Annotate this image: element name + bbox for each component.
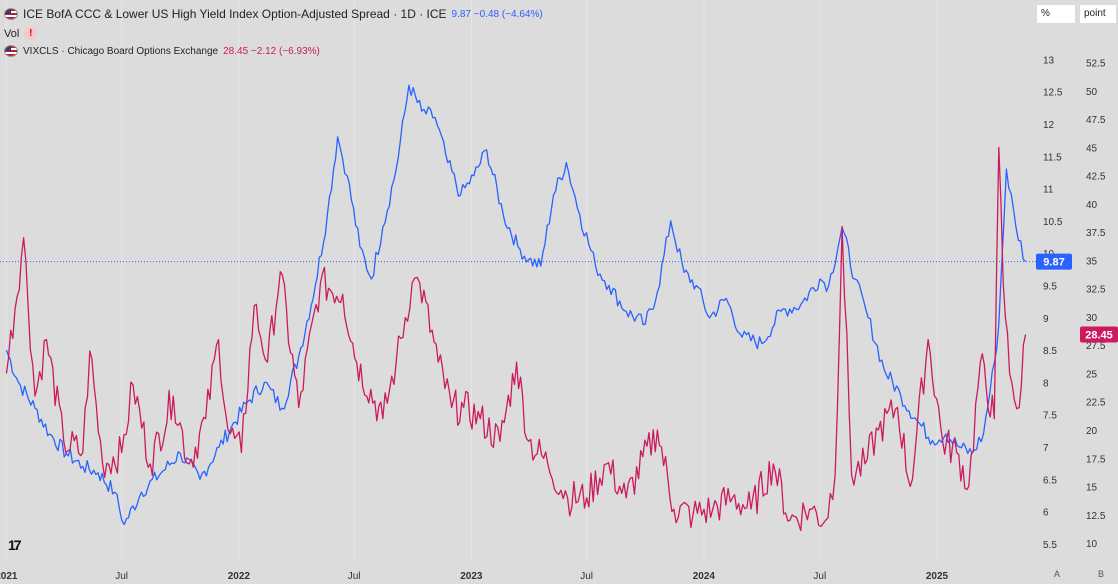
- x-tick-label: Jul: [813, 571, 826, 582]
- series-layer: [5, 84, 1027, 532]
- vix-series-line[interactable]: [5, 146, 1027, 532]
- right-axis-tick: 10: [1086, 539, 1098, 550]
- right-axis-tick: 32.5: [1086, 285, 1106, 296]
- left-axis-tick: 7: [1043, 443, 1049, 454]
- right-axis-tick: 12.5: [1086, 511, 1106, 522]
- left-axis-tick: 9.5: [1043, 281, 1057, 292]
- right-axis-tick: 15: [1086, 483, 1098, 494]
- left-axis-tick: 11: [1043, 185, 1054, 196]
- left-axis-tick: 5.5: [1043, 540, 1057, 551]
- series-1-quote: 9.87 −0.48 (−4.64%): [451, 8, 543, 20]
- volume-label: Vol: [4, 27, 20, 40]
- series-2-quote: 28.45 −2.12 (−6.93%): [223, 45, 320, 57]
- tradingview-logo[interactable]: 17: [8, 537, 22, 553]
- warning-icon[interactable]: !: [24, 27, 38, 40]
- right-scale-unit: point: [1084, 8, 1106, 19]
- right-axis-tick: 37.5: [1086, 228, 1106, 239]
- left-axis-tick: 6: [1043, 508, 1049, 519]
- x-tick-label: 2021: [0, 571, 18, 582]
- left-axis-tick: 8: [1043, 378, 1049, 389]
- x-tick-label: Jul: [115, 571, 128, 582]
- x-tick-label: Jul: [580, 571, 593, 582]
- us-flag-icon: [4, 45, 18, 57]
- spread-last-value-badge-bg: [1036, 253, 1072, 270]
- auto-scale-toggle[interactable]: A: [1054, 569, 1060, 579]
- right-axis-tick: 47.5: [1086, 115, 1106, 126]
- us-flag-icon: [4, 8, 18, 20]
- spread-series-line[interactable]: [5, 84, 1026, 526]
- right-axis-tick: 52.5: [1086, 59, 1106, 70]
- series-1-title: ICE BofA CCC & Lower US High Yield Index…: [23, 7, 447, 21]
- vix-last-value-badge: 28.45: [1085, 329, 1113, 341]
- corner-b: B: [1098, 569, 1105, 579]
- x-tick-label: 2023: [460, 571, 483, 582]
- x-tick-label: 2024: [693, 571, 716, 582]
- right-price-axis[interactable]: 52.5 50 47.5 45 42.5 40 37.5 35 32.5 30 27.5 25 22.5…: [1086, 59, 1106, 550]
- legend-volume[interactable]: Vol !: [4, 27, 38, 40]
- last-value-badges: 9.87 28.45: [1036, 253, 1118, 343]
- left-axis-tick: 11.5: [1043, 152, 1062, 163]
- right-axis-tick: 40: [1086, 200, 1098, 211]
- right-axis-tick: 17.5: [1086, 454, 1106, 465]
- right-axis-tick: 27.5: [1086, 341, 1106, 352]
- grid: [5, 0, 938, 562]
- legend-series-1[interactable]: ICE BofA CCC & Lower US High Yield Index…: [4, 7, 543, 21]
- right-scale-unit-box[interactable]: point: [1080, 5, 1116, 23]
- logo-text: 17: [8, 537, 22, 553]
- scale-b-toggle[interactable]: B: [1098, 569, 1104, 579]
- time-axis[interactable]: 2021 Jul 2022 Jul 2023 Jul 2024 Jul 2025: [0, 571, 949, 582]
- corner-a: A: [1054, 569, 1061, 579]
- left-axis-tick: 12: [1043, 120, 1055, 131]
- left-axis-tick: 9: [1043, 314, 1049, 325]
- left-axis-tick: 13: [1043, 55, 1055, 66]
- left-axis-tick: 12.5: [1043, 88, 1063, 99]
- right-axis-tick: 50: [1086, 87, 1098, 98]
- right-axis-tick: 25: [1086, 369, 1098, 380]
- series-2-title: VIXCLS · Chicago Board Options Exchange: [23, 45, 219, 57]
- left-axis-tick: 7.5: [1043, 411, 1057, 422]
- left-axis-tick: 10.5: [1043, 217, 1063, 228]
- x-tick-label: 2022: [228, 571, 251, 582]
- left-scale-unit-box[interactable]: %: [1037, 5, 1075, 23]
- left-axis-tick: 8.5: [1043, 346, 1057, 357]
- x-tick-label: Jul: [348, 571, 361, 582]
- right-axis-tick: 20: [1086, 426, 1098, 437]
- right-axis-tick: 45: [1086, 143, 1098, 154]
- right-axis-tick: 35: [1086, 256, 1098, 267]
- right-axis-tick: 42.5: [1086, 172, 1106, 183]
- legend-series-2[interactable]: VIXCLS · Chicago Board Options Exchange …: [4, 45, 320, 57]
- left-axis-tick: 6.5: [1043, 475, 1057, 486]
- right-axis-tick: 22.5: [1086, 398, 1106, 409]
- vix-last-value-badge-bg: [1080, 326, 1118, 343]
- left-scale-unit: %: [1041, 8, 1050, 19]
- right-axis-tick: 30: [1086, 313, 1098, 324]
- spread-last-value-badge: 9.87: [1043, 257, 1064, 269]
- x-tick-label: 2025: [926, 571, 949, 582]
